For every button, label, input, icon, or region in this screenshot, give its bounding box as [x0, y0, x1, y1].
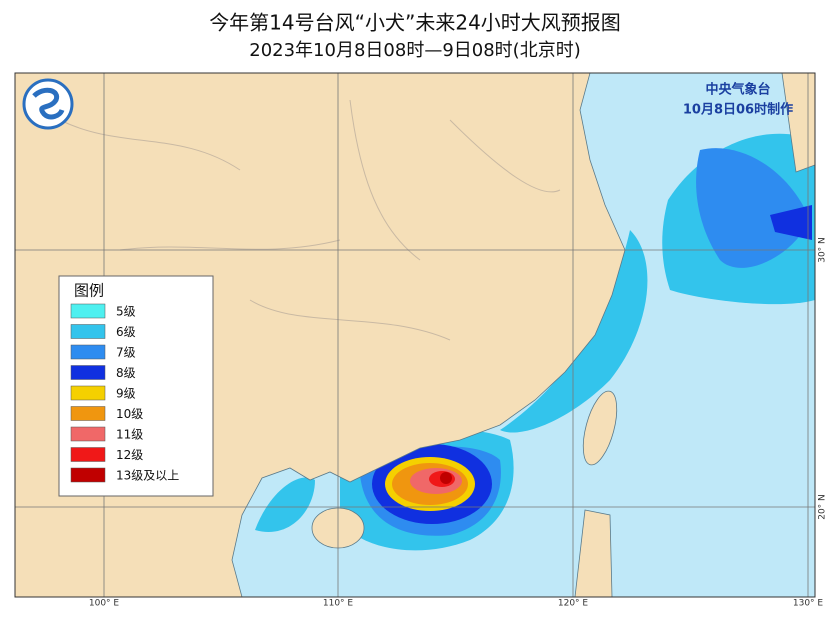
legend-label: 10级	[116, 407, 143, 421]
legend-swatch	[70, 385, 106, 401]
axis-labels: 100° E 110° E 120° E 130° E 20° N 30° N	[89, 237, 828, 608]
latitude-label: 30° N	[818, 237, 828, 263]
legend-swatch	[70, 447, 106, 462]
province-border	[59, 99, 561, 341]
legend-label: 6级	[116, 325, 136, 339]
graticule	[15, 73, 815, 597]
legend-label: 13级及以上	[116, 469, 179, 483]
title: 今年第14号台风“小犬”未来24小时大风预报图	[209, 11, 621, 35]
legend-swatch	[70, 426, 106, 442]
longitude-label: 120° E	[558, 599, 589, 609]
legend-swatch	[70, 324, 106, 339]
legend-label: 11级	[116, 428, 143, 442]
agency: 中央气象台	[705, 82, 770, 98]
legend-label: 12级	[116, 448, 143, 462]
legend-label: 7级	[116, 346, 136, 360]
longitude-label: 130° E	[793, 599, 824, 609]
legend-title: 图例	[74, 282, 104, 300]
legend-swatch	[70, 467, 106, 483]
logo	[22, 78, 74, 130]
legend-swatch	[70, 303, 106, 319]
subtitle: 2023年10月8日08时—9日08时(北京时)	[249, 40, 580, 61]
legend: 图例 5级 6级 7级 8级 9级 10级 11级 12级 13级及以上	[58, 275, 214, 497]
longitude-label: 110° E	[323, 599, 354, 609]
taiwan	[582, 390, 618, 466]
logo-mark	[32, 87, 65, 120]
legend-swatch	[70, 344, 106, 360]
legend-label: 9级	[116, 387, 136, 401]
legend-label: 5级	[116, 305, 136, 319]
legend-swatch	[70, 406, 106, 421]
wind-zone	[440, 472, 452, 484]
legend-swatch	[70, 365, 106, 380]
wind-zone	[770, 205, 812, 240]
longitude-label: 100° E	[89, 599, 120, 609]
map-frame	[14, 72, 816, 598]
issued: 10月8日06时制作	[683, 102, 793, 118]
wind-zone	[696, 148, 810, 268]
wind-zone	[255, 477, 315, 532]
legend-label: 8级	[116, 366, 136, 380]
korea	[781, 73, 815, 173]
latitude-label: 20° N	[818, 494, 828, 520]
luzon	[574, 509, 613, 597]
